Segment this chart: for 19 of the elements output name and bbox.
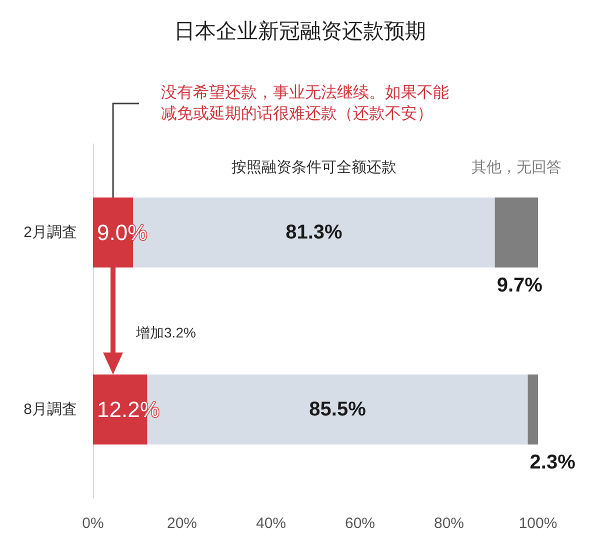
x-tick-label: 20%	[166, 515, 198, 532]
bar	[494, 198, 538, 268]
chart-title: 日本企业新冠融资还款预期	[174, 20, 426, 43]
text: 没有希望还款，事业无法继续。如果不能减免或延期的话很难还款（还款不安）	[161, 84, 450, 122]
annotation: 增加3.2%	[135, 324, 196, 340]
x-tick-label: 100%	[518, 515, 558, 532]
series-label: 其他，无回答	[471, 159, 562, 176]
x-tick-label: 40%	[256, 515, 286, 532]
x-tick-label: 60%	[344, 515, 376, 532]
bar	[528, 374, 538, 444]
y-tick-label: 8月調査	[24, 401, 77, 418]
x-tick-label: 80%	[434, 515, 464, 532]
y-tick-label: 2月調査	[24, 224, 77, 241]
data-label: 2.3%	[530, 452, 576, 474]
data-label: 85.5%	[309, 398, 366, 420]
series-label: 按照融资条件可全额还款	[231, 159, 396, 176]
x-tick-label: 0%	[82, 515, 104, 532]
data-label: 81.3%	[286, 222, 343, 244]
data-label: 9.7%	[496, 274, 543, 296]
